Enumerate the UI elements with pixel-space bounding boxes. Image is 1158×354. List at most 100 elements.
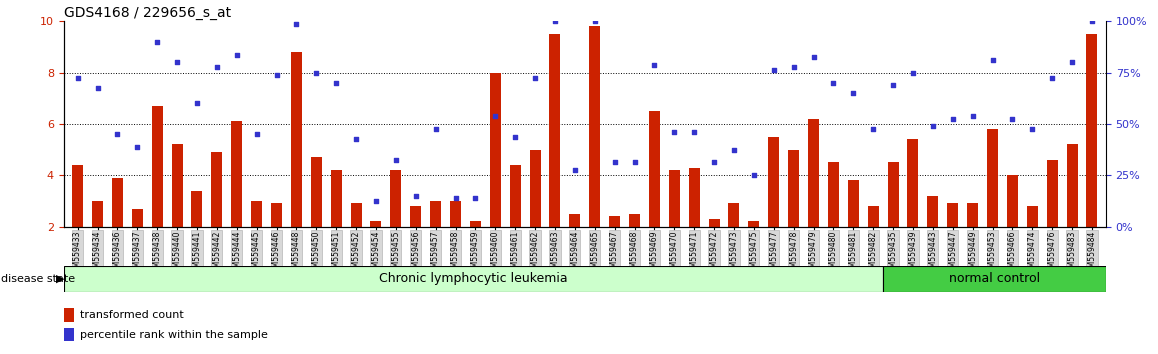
Point — [884, 82, 902, 88]
Point — [1043, 75, 1062, 80]
Point — [188, 101, 206, 106]
Point — [506, 134, 525, 139]
Point — [68, 75, 87, 80]
Bar — [789, 149, 799, 227]
Point — [227, 52, 245, 57]
Bar — [867, 206, 879, 227]
Point — [1023, 126, 1041, 132]
Bar — [251, 201, 262, 227]
Bar — [291, 52, 302, 227]
Bar — [64, 308, 74, 322]
Bar — [967, 204, 979, 227]
Point — [446, 195, 464, 201]
Bar — [371, 222, 381, 227]
Bar — [152, 106, 162, 227]
Text: GDS4168 / 229656_s_at: GDS4168 / 229656_s_at — [64, 6, 230, 20]
Point — [406, 193, 425, 199]
Point — [665, 129, 683, 135]
Point — [168, 59, 186, 65]
Point — [924, 124, 943, 129]
Bar — [589, 26, 600, 227]
Bar — [928, 196, 938, 227]
Point — [586, 18, 604, 24]
Bar — [529, 149, 541, 227]
Point — [824, 80, 843, 86]
Point — [784, 64, 802, 70]
Point — [545, 18, 564, 24]
Bar — [1067, 144, 1078, 227]
Point — [983, 57, 1002, 63]
Point — [1063, 59, 1082, 65]
Bar — [648, 111, 660, 227]
Bar — [351, 204, 361, 227]
Bar — [171, 144, 183, 227]
Point — [287, 21, 306, 27]
Bar — [490, 73, 500, 227]
Bar — [232, 121, 242, 227]
Point — [944, 116, 962, 121]
Bar — [689, 167, 699, 227]
Point — [207, 64, 226, 70]
Bar — [64, 328, 74, 341]
Point — [367, 198, 386, 204]
Bar — [132, 209, 142, 227]
Point — [248, 131, 266, 137]
Point — [346, 136, 365, 142]
Bar — [510, 165, 521, 227]
Bar — [550, 34, 560, 227]
Bar — [709, 219, 719, 227]
Text: percentile rank within the sample: percentile rank within the sample — [80, 330, 267, 340]
Bar — [112, 178, 123, 227]
Point — [387, 157, 405, 163]
Point — [705, 160, 724, 165]
Point — [963, 113, 982, 119]
Text: ▶: ▶ — [56, 274, 64, 284]
Point — [327, 80, 345, 86]
Bar — [908, 139, 918, 227]
Text: disease state: disease state — [1, 274, 75, 284]
Bar — [884, 266, 1106, 292]
Point — [267, 72, 286, 78]
Point — [108, 131, 126, 137]
Bar — [570, 214, 580, 227]
Point — [844, 90, 863, 96]
Bar — [987, 129, 998, 227]
Bar — [430, 201, 441, 227]
Bar — [808, 119, 819, 227]
Point — [129, 144, 147, 150]
Bar — [1027, 206, 1038, 227]
Point — [805, 54, 823, 60]
Bar — [629, 214, 640, 227]
Point — [1083, 18, 1101, 24]
Bar — [748, 222, 760, 227]
Text: transformed count: transformed count — [80, 310, 184, 320]
Bar — [212, 152, 222, 227]
Bar — [450, 201, 461, 227]
Point — [486, 113, 505, 119]
Bar — [331, 170, 342, 227]
Bar — [191, 190, 203, 227]
Point — [645, 62, 664, 68]
Point — [864, 126, 882, 132]
Bar — [470, 222, 481, 227]
Bar — [947, 204, 958, 227]
Point — [606, 160, 624, 165]
Bar — [828, 162, 838, 227]
Point — [526, 75, 544, 80]
Bar — [887, 162, 899, 227]
Bar — [728, 204, 740, 227]
Bar — [91, 201, 103, 227]
Bar — [1007, 175, 1018, 227]
Text: normal control: normal control — [948, 272, 1040, 285]
Point — [625, 160, 644, 165]
Bar — [410, 206, 422, 227]
Point — [903, 70, 922, 75]
Point — [725, 147, 743, 152]
Point — [467, 195, 485, 201]
Point — [745, 172, 763, 178]
Point — [684, 129, 703, 135]
Text: Chronic lymphocytic leukemia: Chronic lymphocytic leukemia — [379, 272, 567, 285]
Point — [88, 85, 107, 91]
Point — [1003, 116, 1021, 121]
Point — [426, 126, 445, 132]
